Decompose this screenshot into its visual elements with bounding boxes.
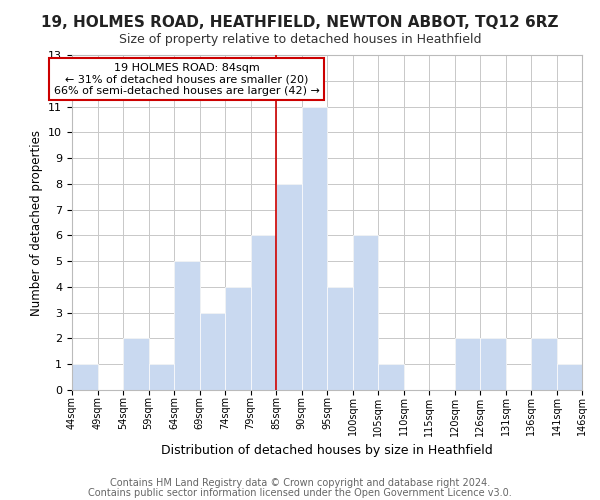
Text: Contains public sector information licensed under the Open Government Licence v3: Contains public sector information licen… — [88, 488, 512, 498]
Bar — [123, 338, 149, 390]
Bar — [531, 338, 557, 390]
Bar — [276, 184, 302, 390]
Bar — [149, 364, 174, 390]
Bar — [72, 364, 97, 390]
X-axis label: Distribution of detached houses by size in Heathfield: Distribution of detached houses by size … — [161, 444, 493, 457]
Text: Contains HM Land Registry data © Crown copyright and database right 2024.: Contains HM Land Registry data © Crown c… — [110, 478, 490, 488]
Bar — [302, 106, 327, 390]
Bar — [557, 364, 582, 390]
Bar — [378, 364, 404, 390]
Bar — [480, 338, 505, 390]
Bar — [225, 287, 251, 390]
Bar — [353, 236, 378, 390]
Bar — [199, 312, 225, 390]
Text: 19 HOLMES ROAD: 84sqm
← 31% of detached houses are smaller (20)
66% of semi-deta: 19 HOLMES ROAD: 84sqm ← 31% of detached … — [54, 62, 320, 96]
Text: 19, HOLMES ROAD, HEATHFIELD, NEWTON ABBOT, TQ12 6RZ: 19, HOLMES ROAD, HEATHFIELD, NEWTON ABBO… — [41, 15, 559, 30]
Text: Size of property relative to detached houses in Heathfield: Size of property relative to detached ho… — [119, 32, 481, 46]
Bar — [327, 287, 353, 390]
Bar — [251, 236, 276, 390]
Y-axis label: Number of detached properties: Number of detached properties — [29, 130, 43, 316]
Bar — [174, 261, 199, 390]
Bar — [455, 338, 480, 390]
